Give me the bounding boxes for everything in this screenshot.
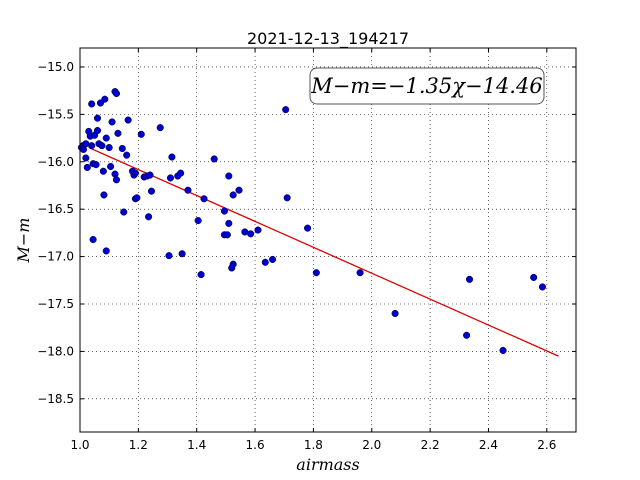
data-point xyxy=(102,134,110,142)
data-points xyxy=(77,88,546,355)
data-point xyxy=(166,174,174,182)
data-point xyxy=(145,213,153,221)
x-tick-label: 1.0 xyxy=(70,438,89,452)
data-point xyxy=(120,208,128,216)
data-point xyxy=(225,219,233,227)
data-point xyxy=(261,258,269,266)
data-point xyxy=(107,162,115,171)
data-point xyxy=(229,260,237,268)
data-point xyxy=(146,171,154,179)
data-point xyxy=(463,331,471,339)
data-point xyxy=(88,142,96,150)
data-point xyxy=(156,124,164,132)
data-point xyxy=(112,176,121,184)
y-tick-label: −15.0 xyxy=(37,60,74,74)
y-tick-label: −17.5 xyxy=(37,297,74,311)
data-point xyxy=(105,144,113,152)
data-point xyxy=(89,235,97,244)
data-point xyxy=(114,129,122,137)
data-point xyxy=(133,194,141,202)
data-point xyxy=(102,247,110,255)
x-tick-label: 1.4 xyxy=(187,438,206,452)
data-point xyxy=(391,309,399,318)
data-point xyxy=(118,144,126,153)
data-point xyxy=(131,169,139,177)
y-axis-label: M−m xyxy=(14,218,33,264)
x-tick-labels: 1.0 1.2 1.4 1.6 1.8 2.0 2.2 2.4 2.6 xyxy=(70,438,556,452)
data-point xyxy=(99,167,107,175)
y-tick-labels: −15.0 −15.5 −16.0 −16.5 −17.0 −17.5 −18.0 −18.5 xyxy=(37,60,74,406)
data-point xyxy=(465,275,474,283)
x-tick-label: 1.8 xyxy=(304,438,323,452)
y-tick-label: −17.0 xyxy=(37,250,74,264)
data-point xyxy=(147,187,156,195)
data-point xyxy=(82,154,90,162)
plot-frame xyxy=(79,47,577,433)
data-point xyxy=(92,161,100,169)
x-axis-label: airmass xyxy=(296,455,359,474)
data-point xyxy=(229,191,237,199)
x-tick-label: 2.6 xyxy=(537,438,556,452)
equation-annotation: M−m=−1.35χ−14.46 xyxy=(309,67,545,105)
data-point xyxy=(269,255,277,263)
y-tick-label: −15.5 xyxy=(37,107,74,121)
y-tick-label: −18.5 xyxy=(37,392,74,406)
data-point xyxy=(530,273,538,282)
data-point xyxy=(247,230,255,238)
data-point xyxy=(101,95,109,103)
data-point xyxy=(499,346,507,355)
data-point xyxy=(225,172,233,180)
data-point xyxy=(88,100,96,108)
x-tick-label: 2.2 xyxy=(421,438,440,452)
x-tick-label: 2.0 xyxy=(362,438,381,452)
data-point xyxy=(312,269,320,277)
data-point xyxy=(254,226,262,234)
data-point xyxy=(197,271,205,279)
data-point xyxy=(235,186,243,194)
data-point xyxy=(223,231,231,239)
y-tick-label: −16.5 xyxy=(37,202,74,216)
x-tick-label: 1.2 xyxy=(129,438,148,452)
annotation-box xyxy=(309,67,545,105)
fit-line xyxy=(88,146,559,357)
data-point xyxy=(93,114,102,122)
y-tick-label: −16.0 xyxy=(37,155,74,169)
data-point xyxy=(194,217,202,225)
data-point xyxy=(137,130,145,138)
x-tick-label: 2.4 xyxy=(479,438,498,452)
data-point xyxy=(283,194,291,202)
data-point xyxy=(112,89,121,98)
data-point xyxy=(538,283,546,291)
data-point xyxy=(168,153,176,161)
gridlines xyxy=(79,48,576,432)
data-point xyxy=(220,207,228,215)
data-point xyxy=(93,126,102,135)
x-tick-label: 1.6 xyxy=(246,438,265,452)
data-point xyxy=(123,151,131,159)
fit-line-layer xyxy=(88,146,559,357)
data-point xyxy=(100,191,108,199)
data-point xyxy=(304,224,312,232)
data-point xyxy=(210,155,218,163)
y-tick-label: −18.0 xyxy=(37,344,74,358)
data-point xyxy=(178,250,186,258)
data-point xyxy=(200,195,208,203)
chart-title: 2021-12-13_194217 xyxy=(247,29,409,49)
data-point xyxy=(177,169,185,177)
data-point xyxy=(108,118,116,126)
data-point xyxy=(356,269,364,277)
data-point xyxy=(165,252,173,260)
data-point xyxy=(98,142,106,150)
data-point xyxy=(124,116,132,124)
data-point xyxy=(184,186,192,194)
data-point xyxy=(282,106,290,114)
annotation-text: M−m=−1.35χ−14.46 xyxy=(310,74,542,98)
axis-ticks xyxy=(79,48,576,432)
data-point xyxy=(83,163,91,172)
